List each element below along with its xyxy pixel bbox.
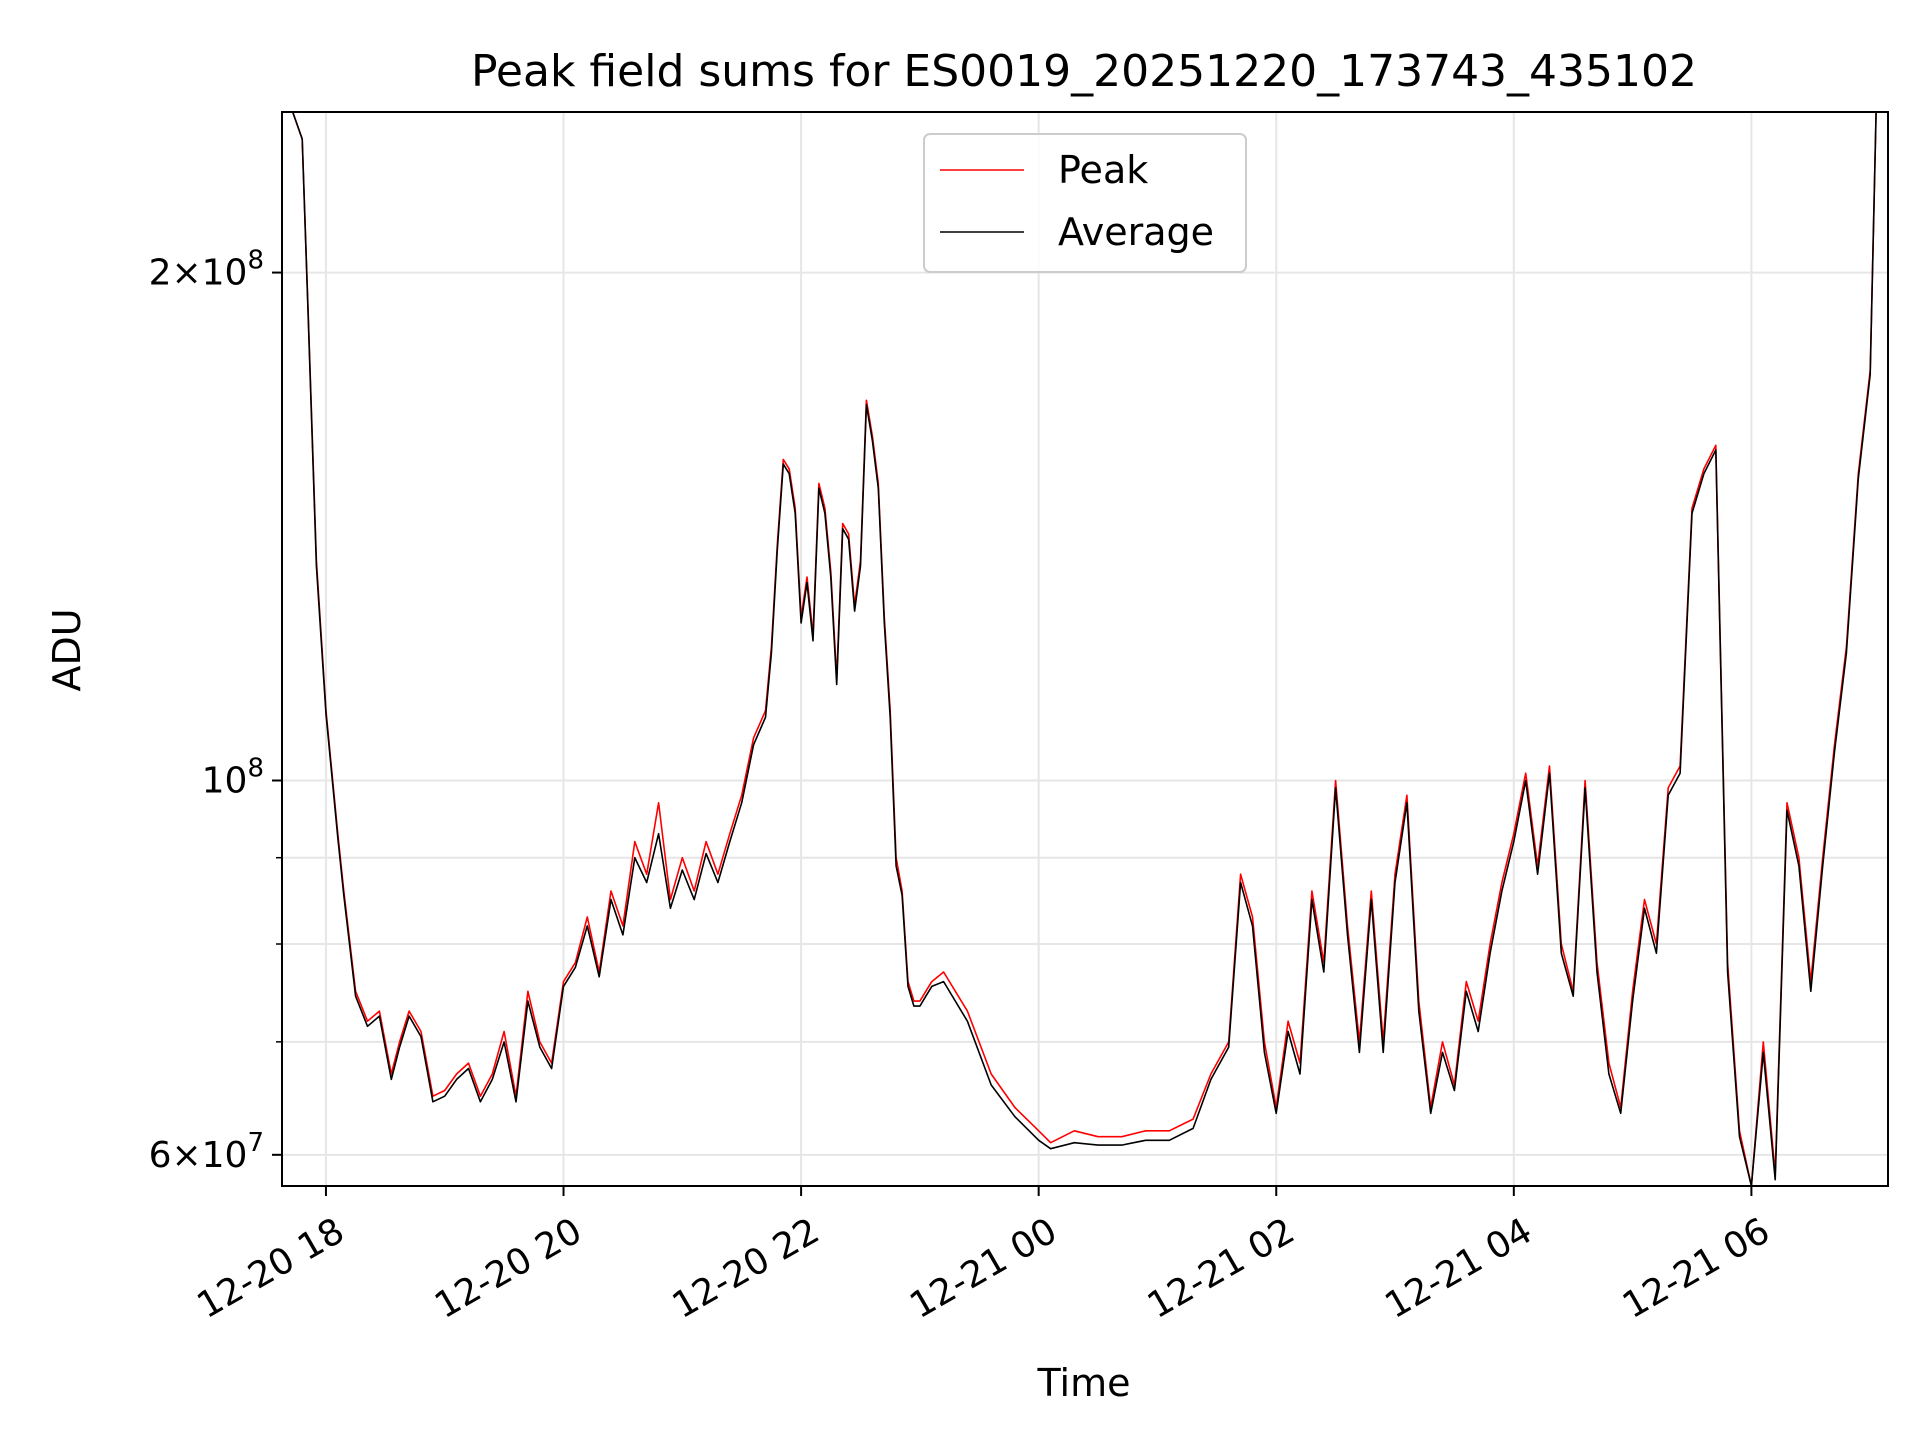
x-tick-label: 12-20 18 xyxy=(191,1210,352,1326)
x-tick-label: 12-21 00 xyxy=(903,1210,1064,1326)
series-layer xyxy=(282,112,1888,1186)
x-tick-label: 12-21 02 xyxy=(1141,1210,1302,1326)
y-axis: 6×107 108 2×108 xyxy=(149,246,282,1176)
grid xyxy=(282,112,1888,1186)
x-tick-label: 12-21 06 xyxy=(1616,1210,1777,1326)
x-tick-label: 12-20 22 xyxy=(666,1210,827,1326)
series-line-peak xyxy=(282,112,1888,1186)
y-tick-label: 108 xyxy=(202,753,264,801)
y-axis-label: ADU xyxy=(45,608,89,691)
legend-label-average: Average xyxy=(1058,210,1214,254)
x-tick-label: 12-21 04 xyxy=(1378,1210,1539,1326)
plot-frame xyxy=(281,111,1889,1187)
y-tick-label: 6×107 xyxy=(149,1128,264,1176)
chart-title: Peak field sums for ES0019_20251220_1737… xyxy=(471,46,1697,97)
legend-label-peak: Peak xyxy=(1058,148,1148,192)
x-axis: 12-20 18 12-20 20 12-20 22 12-21 00 12-21 02… xyxy=(191,1186,1777,1327)
series-line-average xyxy=(282,112,1888,1186)
x-tick-label: 12-20 20 xyxy=(428,1210,589,1326)
legend-box xyxy=(923,133,1247,273)
x-axis-label: Time xyxy=(1037,1361,1131,1405)
y-tick-label: 2×108 xyxy=(149,246,264,294)
legend: Peak Average xyxy=(923,133,1247,273)
